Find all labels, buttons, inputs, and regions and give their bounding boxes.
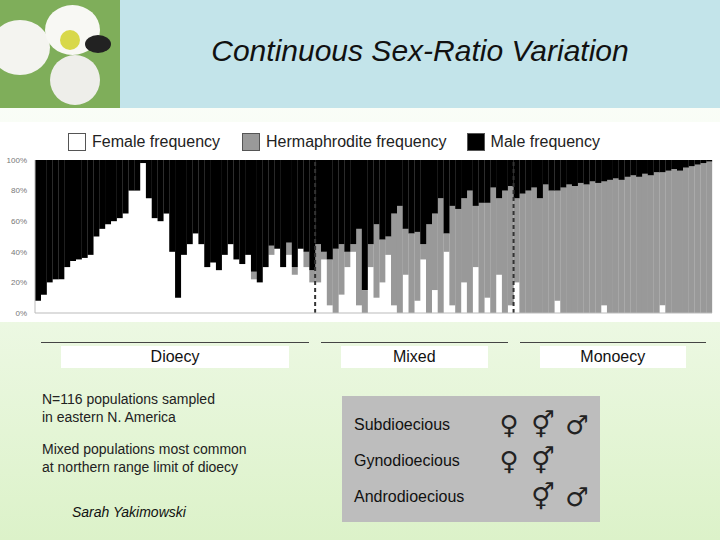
- svg-text:100%: 100%: [8, 156, 27, 165]
- svg-text:20%: 20%: [11, 278, 27, 287]
- svg-text:80%: 80%: [11, 186, 27, 195]
- html-text:Dioecy: Dioecy: [150, 348, 200, 365]
- svg-text:0%: 0%: [15, 309, 27, 318]
- html-text:Male frequency: Male frequency: [490, 133, 600, 150]
- html-text:Female frequency: Female frequency: [92, 133, 221, 150]
- html-text:Monoecy: Monoecy: [580, 348, 646, 365]
- html-text:Androdioecious: Androdioecious: [354, 488, 465, 505]
- html-text:Hermaphrodite frequency: Hermaphrodite frequency: [266, 133, 447, 150]
- html-text:Continuous Sex-Ratio Variation: Continuous Sex-Ratio Variation: [211, 34, 629, 67]
- html-text:N=116 populations sampled: N=116 populations sampled: [42, 391, 215, 407]
- html-text:in eastern N. America: in eastern N. America: [42, 409, 176, 425]
- html-text:at northern range limit of dio: at northern range limit of dioecy: [42, 459, 239, 475]
- html-text:Subdioecious: Subdioecious: [354, 416, 451, 433]
- html-text:Gynodioecious: Gynodioecious: [354, 452, 460, 469]
- html-text:Mixed: Mixed: [393, 348, 436, 365]
- svg-text:40%: 40%: [11, 248, 27, 257]
- svg-text:60%: 60%: [11, 217, 27, 226]
- html-text:Sarah Yakimowski: Sarah Yakimowski: [72, 504, 186, 520]
- html-text:Mixed populations most common: Mixed populations most common: [42, 441, 247, 457]
